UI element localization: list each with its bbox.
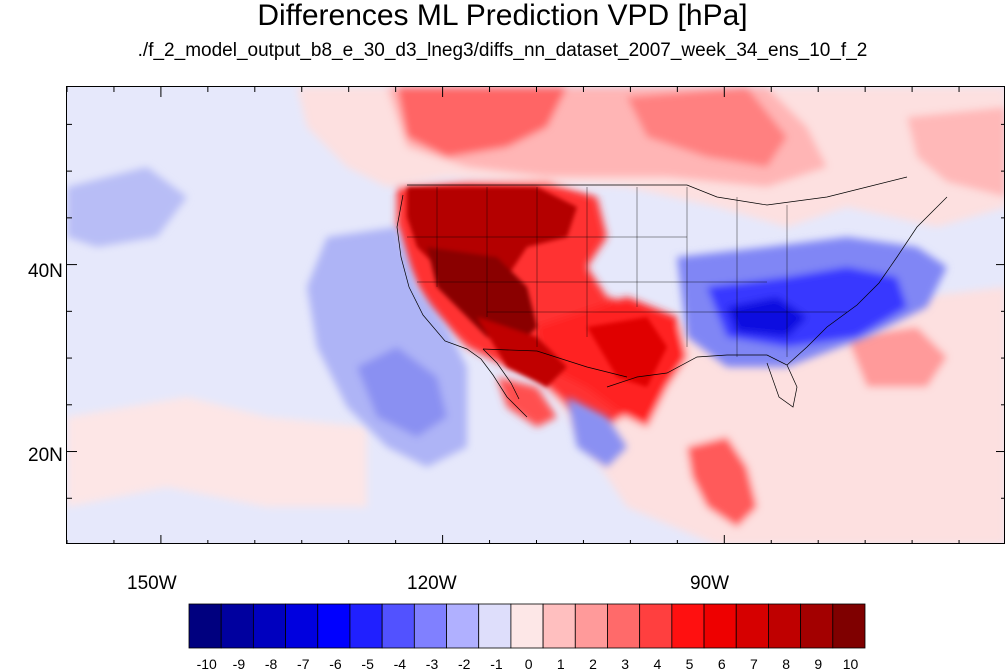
- colorbar-tick-label: -2: [458, 656, 471, 672]
- blue-layer: [67, 167, 947, 467]
- colorbar-box: [413, 603, 447, 649]
- colorbar-box: [478, 603, 512, 649]
- colorbar-box: [639, 603, 673, 649]
- colorbar-tick-label: -10: [197, 656, 217, 672]
- colorbar-tick-label: -3: [426, 656, 439, 672]
- colorbar-box: [188, 603, 222, 649]
- colorbar-tick-label: -7: [297, 656, 310, 672]
- colorbar-box: [285, 603, 319, 649]
- colorbar-labels: -10 -9 -8 -7 -6 -5 -4 -3 -2 -1 0 1 2 3 4 5 6 7 8 9 10: [197, 656, 859, 672]
- blue-zone-mexico: [567, 397, 627, 467]
- red-zone-central-america: [687, 437, 757, 527]
- colorbar-tick-label: -4: [394, 656, 407, 672]
- red-core-texas: [587, 317, 667, 387]
- colorbar-tick-label: 3: [621, 656, 629, 672]
- state-borders-layer: [407, 187, 847, 357]
- colorbar-box: [735, 603, 769, 649]
- colorbar-box: [607, 603, 641, 649]
- colorbar-box: [800, 603, 834, 649]
- red-zone-caribbean: [847, 327, 947, 387]
- red-zone-canada-west: [397, 87, 567, 157]
- colorbar-box: [703, 603, 737, 649]
- lon-label-150w: 150W: [127, 573, 177, 594]
- colorbar-tick-label: -5: [361, 656, 374, 672]
- colorbar-tick-label: 6: [718, 656, 726, 672]
- colorbar-tick-label: -6: [329, 656, 342, 672]
- map-panel: [66, 86, 1005, 544]
- colorbar-box: [574, 603, 608, 649]
- colorbar-tick-label: 1: [557, 656, 565, 672]
- colorbar-box: [768, 603, 802, 649]
- colorbar-tick-label: 5: [686, 656, 694, 672]
- lon-label-90w: 90W: [690, 573, 730, 594]
- vpd-difference-map: [67, 87, 1004, 543]
- coastline-gulf: [606, 354, 798, 408]
- coastline-baja: [482, 348, 520, 400]
- colorbar-tick-label: 8: [782, 656, 790, 672]
- us-canada-border: [407, 176, 908, 206]
- colorbar-box: [510, 603, 544, 649]
- coastline-east: [786, 196, 948, 366]
- page-subtitle: ./f_2_model_output_b8_e_30_d3_lneg3/diff…: [137, 40, 868, 61]
- lat-label-20n: 20N: [28, 445, 63, 466]
- us-mexico-border: [482, 348, 628, 378]
- colorbar-box: [381, 603, 415, 649]
- colorbar-tick-label: -8: [265, 656, 278, 672]
- colorbar-tick-label: 7: [750, 656, 758, 672]
- colorbar-box: [542, 603, 576, 649]
- lon-label-120w: 120W: [407, 573, 457, 594]
- colorbar-box: [832, 603, 866, 649]
- colorbar-box: [317, 603, 351, 649]
- red-zone-mexico: [497, 377, 557, 427]
- blue-zone-pacific-west: [67, 167, 187, 247]
- colorbar-tick-label: 0: [525, 656, 533, 672]
- colorbar-boxes: [188, 603, 866, 649]
- colorbar-tick-label: 2: [589, 656, 597, 672]
- colorbar-tick-label: -1: [490, 656, 503, 672]
- coastline-west: [396, 194, 528, 418]
- colorbar-box: [446, 603, 480, 649]
- darkred-core-great-basin: [427, 247, 537, 347]
- colorbar-tick-label: -9: [233, 656, 246, 672]
- colorbar-tick-label: 10: [843, 656, 859, 672]
- lat-label-40n: 40N: [28, 261, 63, 282]
- colorbar-box: [252, 603, 286, 649]
- light-pink-east-canada: [907, 107, 1004, 197]
- colorbar-tick-label: 9: [814, 656, 822, 672]
- pink-zone-pacific: [67, 397, 367, 507]
- page-title: Differences ML Prediction VPD [hPa]: [257, 0, 748, 32]
- coastline-layer: [396, 176, 948, 418]
- colorbar-tick-label: 4: [653, 656, 661, 672]
- colorbar-box: [349, 603, 383, 649]
- blue-zone-pacific-core: [357, 347, 447, 437]
- map-ticks: [67, 87, 1004, 543]
- darkred-core-southwest: [477, 317, 567, 387]
- colorbar-box: [671, 603, 705, 649]
- colorbar-box: [220, 603, 254, 649]
- red-zone-canada-east: [627, 87, 787, 167]
